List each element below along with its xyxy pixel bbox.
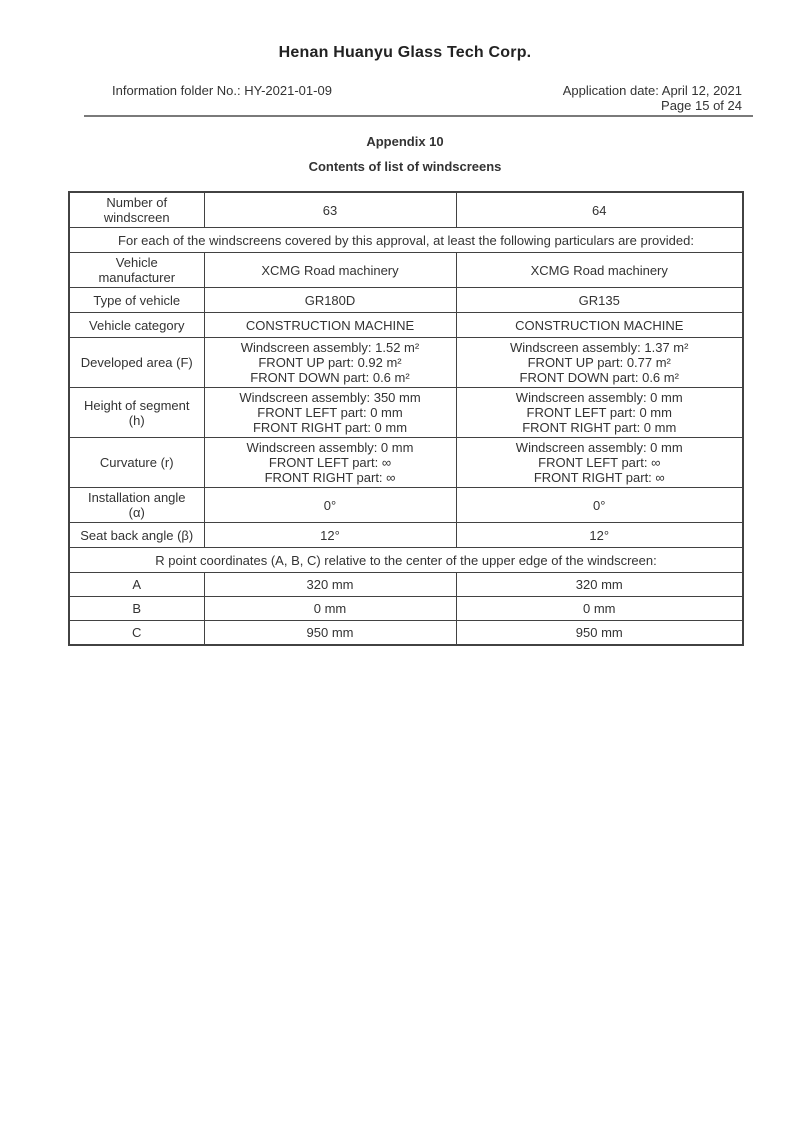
coordinate-c-64: 950 mm: [455, 620, 744, 645]
vehicle-category-64: CONSTRUCTION MACHINE: [455, 312, 744, 338]
table-row-seat-back-angle: Seat back angle (β) 12° 12°: [68, 522, 744, 548]
meta-right-block: Application date: April 12, 2021 Page 15…: [563, 83, 742, 113]
coordinate-c-63: 950 mm: [203, 620, 457, 645]
installation-angle-label: Installation angle (α): [68, 487, 205, 523]
vehicle-manufacturer-63: XCMG Road machinery: [203, 252, 457, 288]
table-row-curvature: Curvature (r) Windscreen assembly: 0 mm …: [68, 437, 744, 488]
table-row-coordinate-c: C 950 mm 950 mm: [68, 620, 744, 645]
document-meta: Information folder No.: HY-2021-01-09 Ap…: [68, 83, 742, 113]
table-row-developed-area: Developed area (F) Windscreen assembly: …: [68, 337, 744, 388]
height-of-segment-63: Windscreen assembly: 350 mm FRONT LEFT p…: [203, 387, 457, 438]
windscreen-list-table: Number of windscreen 63 64 For each of t…: [68, 191, 744, 646]
curvature-64: Windscreen assembly: 0 mm FRONT LEFT par…: [455, 437, 744, 488]
developed-area-label: Developed area (F): [68, 337, 205, 388]
table-row-installation-angle: Installation angle (α) 0° 0°: [68, 487, 744, 523]
installation-angle-64: 0°: [455, 487, 744, 523]
height-of-segment-label: Height of segment (h): [68, 387, 205, 438]
height-of-segment-64: Windscreen assembly: 0 mm FRONT LEFT par…: [455, 387, 744, 438]
header-divider: [84, 115, 753, 117]
coordinate-a-64: 320 mm: [455, 572, 744, 597]
page-number: Page 15 of 24: [661, 98, 742, 113]
seat-back-angle-63: 12°: [203, 522, 457, 548]
curvature-label: Curvature (r): [68, 437, 205, 488]
coordinate-b-63: 0 mm: [203, 596, 457, 621]
type-of-vehicle-label: Type of vehicle: [68, 287, 205, 313]
coordinate-b-label: B: [68, 596, 205, 621]
table-row-r-point-note: R point coordinates (A, B, C) relative t…: [68, 547, 744, 573]
type-of-vehicle-63: GR180D: [203, 287, 457, 313]
type-of-vehicle-64: GR135: [455, 287, 744, 313]
table-row-vehicle-manufacturer: Vehicle manufacturer XCMG Road machinery…: [68, 252, 744, 288]
company-title: Henan Huanyu Glass Tech Corp.: [278, 44, 532, 61]
vehicle-manufacturer-64: XCMG Road machinery: [455, 252, 744, 288]
vehicle-category-63: CONSTRUCTION MACHINE: [203, 312, 457, 338]
seat-back-angle-label: Seat back angle (β): [68, 522, 205, 548]
coordinate-a-label: A: [68, 572, 205, 597]
appendix-title: Appendix 10: [366, 134, 444, 149]
windscreen-number-63: 63: [203, 191, 457, 228]
curvature-63: Windscreen assembly: 0 mm FRONT LEFT par…: [203, 437, 457, 488]
table-row-vehicle-category: Vehicle category CONSTRUCTION MACHINE CO…: [68, 312, 744, 338]
r-point-coordinates-note: R point coordinates (A, B, C) relative t…: [68, 547, 744, 573]
table-row-type-of-vehicle: Type of vehicle GR180D GR135: [68, 287, 744, 313]
vehicle-manufacturer-label: Vehicle manufacturer: [68, 252, 205, 288]
approval-note: For each of the windscreens covered by t…: [68, 227, 744, 253]
developed-area-64: Windscreen assembly: 1.37 m² FRONT UP pa…: [455, 337, 744, 388]
table-title: Contents of list of windscreens: [308, 159, 502, 174]
table-row-approval-note: For each of the windscreens covered by t…: [68, 227, 744, 253]
seat-back-angle-64: 12°: [455, 522, 744, 548]
coordinate-a-63: 320 mm: [203, 572, 457, 597]
developed-area-63: Windscreen assembly: 1.52 m² FRONT UP pa…: [203, 337, 457, 388]
coordinate-c-label: C: [68, 620, 205, 645]
installation-angle-63: 0°: [203, 487, 457, 523]
document-page: Henan Huanyu Glass Tech Corp. Informatio…: [68, 0, 753, 646]
table-row-number-of-windscreen: Number of windscreen 63 64: [68, 191, 744, 228]
information-folder-number: Information folder No.: HY-2021-01-09: [112, 83, 332, 98]
table-row-coordinate-a: A 320 mm 320 mm: [68, 572, 744, 597]
table-row-coordinate-b: B 0 mm 0 mm: [68, 596, 744, 621]
table-row-height-of-segment: Height of segment (h) Windscreen assembl…: [68, 387, 744, 438]
number-of-windscreen-label: Number of windscreen: [68, 191, 205, 228]
windscreen-number-64: 64: [455, 191, 744, 228]
coordinate-b-64: 0 mm: [455, 596, 744, 621]
application-date: Application date: April 12, 2021: [562, 83, 742, 98]
vehicle-category-label: Vehicle category: [68, 312, 205, 338]
